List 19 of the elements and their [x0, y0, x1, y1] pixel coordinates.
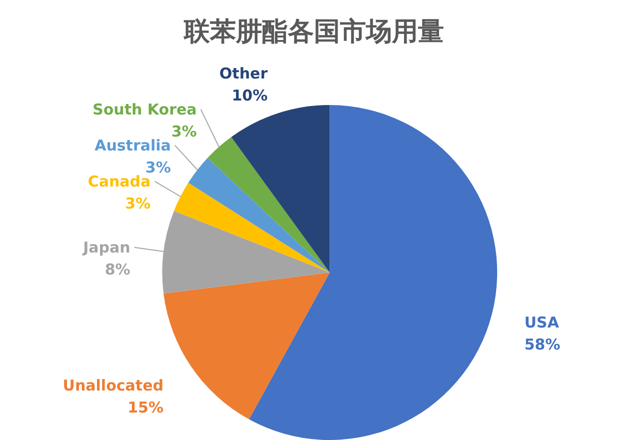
data-label: 3%	[171, 122, 197, 140]
chart-title: 联苯肼酯各国市场用量	[183, 17, 444, 47]
data-label: 3%	[125, 194, 151, 212]
pie-slice	[174, 182, 330, 273]
slice-label: Unallocated	[62, 376, 164, 394]
data-label: 15%	[128, 398, 164, 416]
pie-slice	[231, 105, 330, 273]
pie-slice	[188, 158, 330, 273]
data-label: 10%	[232, 86, 268, 104]
slice-label: Japan	[82, 238, 130, 256]
slice-label: Australia	[94, 136, 171, 154]
pie-slice	[164, 272, 330, 420]
pie-slice	[208, 137, 330, 273]
slice-label: USA	[524, 314, 560, 332]
slice-label: South Korea	[92, 100, 197, 118]
data-label: 58%	[524, 336, 560, 354]
data-label: 8%	[104, 260, 130, 278]
slice-label: Other	[219, 64, 268, 82]
pie-slice	[249, 105, 497, 440]
